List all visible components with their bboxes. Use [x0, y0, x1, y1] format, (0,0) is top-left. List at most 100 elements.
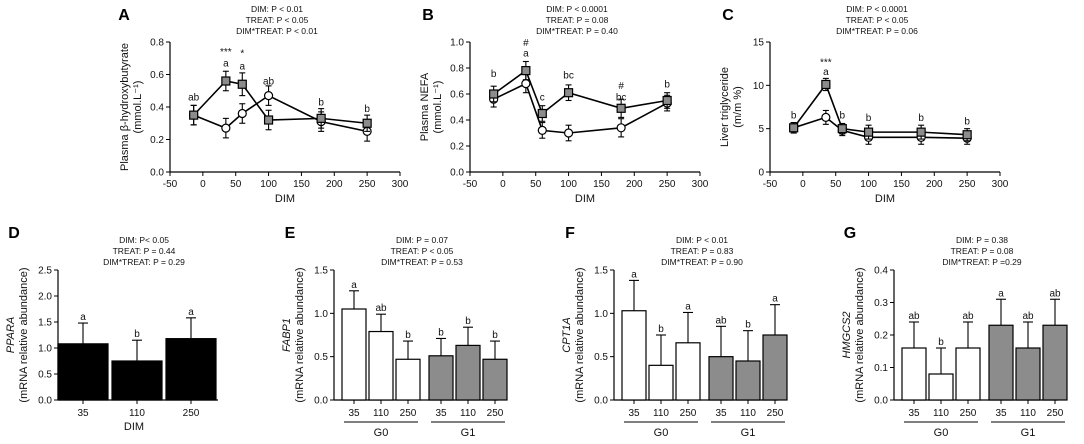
x-tick-label: 100 — [260, 179, 277, 190]
significance-label: ab — [375, 303, 387, 314]
y-tick-label: 0.1 — [874, 363, 888, 374]
stat-line: DIM: P< 0.05 — [119, 235, 169, 245]
y-tick-label: 1.5 — [594, 266, 608, 277]
y-tick-label: 0.4 — [450, 116, 464, 127]
y-axis-label: Liver triglyceride — [719, 67, 731, 147]
bar — [165, 338, 217, 401]
bar — [955, 347, 981, 401]
data-point-circle — [616, 123, 626, 133]
x-tick-label: 250 — [659, 179, 676, 190]
x-tick-label: 150 — [293, 179, 310, 190]
stat-line: DIM*TREAT: P = 0.06 — [836, 26, 918, 36]
series-line-G0 — [793, 116, 968, 139]
data-point-square — [537, 108, 547, 119]
bar — [648, 364, 674, 401]
x-axis-label: DIM — [275, 193, 295, 205]
bar — [675, 342, 701, 401]
stat-line: DIM*TREAT: P = 0.53 — [381, 257, 463, 267]
y-tick-label: 0.0 — [450, 168, 464, 179]
bar — [482, 358, 508, 401]
significance-label: ab — [715, 315, 727, 326]
bar — [341, 308, 367, 401]
data-point-circle — [237, 108, 247, 119]
bar — [1015, 347, 1041, 401]
y-axis-label: Plasma NEFA — [419, 72, 431, 141]
stat-line: DIM*TREAT: P < 0.01 — [236, 26, 318, 36]
panel-label: F — [565, 225, 575, 242]
x-tick-label: 35 — [348, 408, 360, 419]
significance-label: b — [405, 330, 411, 341]
y-tick-label: 1.0 — [38, 344, 52, 355]
panel-label: C — [722, 7, 734, 24]
bar — [455, 344, 481, 401]
significance-label: b — [840, 110, 846, 121]
x-tick-label: 35 — [77, 408, 89, 419]
stat-line: TREAT: P < 0.05 — [846, 15, 909, 25]
stat-line: TREAT: P = 0.44 — [113, 246, 176, 256]
stat-line: DIM*TREAT: P = 0.40 — [536, 26, 618, 36]
panel-label: B — [422, 7, 434, 24]
significance-label: b — [465, 316, 471, 327]
x-tick-label: 50 — [830, 179, 842, 190]
stat-line: DIM: P < 0.01 — [251, 4, 303, 14]
y-tick-label: 0.3 — [874, 298, 888, 309]
x-tick-label: 250 — [767, 408, 784, 419]
y-tick-label: 10 — [753, 81, 765, 92]
significance-label: b — [318, 97, 324, 108]
data-point-square — [789, 123, 799, 133]
y-tick-label: 1.0 — [594, 309, 608, 320]
x-tick-label: 35 — [628, 408, 640, 419]
significance-label: ab — [962, 311, 974, 322]
stat-line: DIM: P < 0.01 — [676, 235, 728, 245]
x-axis-label: DIM — [575, 193, 595, 205]
significance-label: b — [791, 110, 797, 121]
stat-line: DIM*TREAT: P = 0.29 — [103, 257, 185, 267]
panel-label: D — [8, 225, 20, 242]
y-axis-label: CPT1A — [561, 317, 573, 352]
x-tick-label: 100 — [860, 179, 877, 190]
data-point-square — [837, 124, 847, 134]
significance-label: a — [823, 67, 829, 78]
significance-label: b — [492, 330, 498, 341]
data-point-square — [863, 127, 874, 137]
y-tick-label: 0.5 — [38, 370, 52, 381]
x-tick-label: 250 — [487, 408, 504, 419]
significance-label: a — [223, 58, 229, 69]
stat-line: DIM: P = 0.07 — [396, 235, 448, 245]
y-tick-label: 0.0 — [874, 396, 888, 407]
y-axis-label: Plasma β-hydroxybutyrate — [119, 43, 131, 171]
data-point-square — [962, 130, 972, 140]
y-tick-label: 0.8 — [450, 64, 464, 75]
data-point-square — [563, 88, 574, 98]
stat-line: DIM*TREAT: P =0.29 — [942, 257, 1022, 267]
group-label: G1 — [1021, 427, 1036, 439]
bar — [901, 347, 927, 401]
group-label: G0 — [934, 427, 949, 439]
significance-label: a — [188, 307, 194, 318]
group-label: G0 — [654, 427, 669, 439]
x-tick-label: 110 — [740, 408, 756, 419]
y-tick-label: 0.5 — [314, 352, 328, 363]
significance-label: b — [438, 327, 444, 338]
stat-line: TREAT: P = 0.08 — [546, 15, 609, 25]
significance-label: * — [240, 49, 244, 60]
significance-label: a — [998, 288, 1004, 299]
y-tick-label: 2.5 — [38, 266, 52, 277]
significance-label: b — [938, 337, 944, 348]
x-tick-label: 110 — [653, 408, 669, 419]
x-tick-label: 250 — [400, 408, 417, 419]
significance-label: *** — [220, 47, 232, 58]
significance-label: b — [918, 113, 924, 124]
significance-label: # — [618, 81, 624, 92]
significance-label: *** — [820, 57, 832, 68]
y-axis-label-unit: (m/m %) — [732, 86, 744, 128]
data-point-circle — [563, 128, 574, 138]
y-tick-label: 0.0 — [594, 396, 608, 407]
x-tick-label: 250 — [359, 179, 376, 190]
y-tick-label: 0 — [758, 168, 764, 179]
panel-label: G — [844, 225, 856, 242]
